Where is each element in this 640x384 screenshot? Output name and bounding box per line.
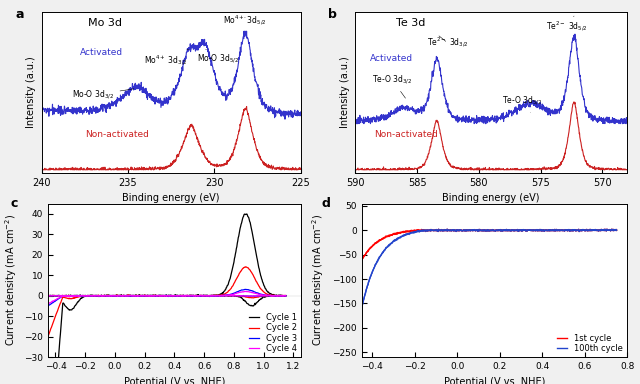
X-axis label: Potential (V vs. NHE): Potential (V vs. NHE) bbox=[124, 377, 225, 384]
Cycle 4 bbox=[93, 293, 100, 298]
Text: Activated: Activated bbox=[79, 48, 123, 57]
Cycle 1 bbox=[140, 293, 148, 298]
Cycle 1 bbox=[93, 293, 100, 298]
Cycle 4 bbox=[44, 293, 52, 298]
Cycle 2 bbox=[44, 334, 52, 339]
Legend: Cycle 1, Cycle 2, Cycle 3, Cycle 4: Cycle 1, Cycle 2, Cycle 3, Cycle 4 bbox=[249, 313, 296, 353]
Cycle 1 bbox=[255, 263, 262, 268]
Cycle 2 bbox=[193, 293, 200, 298]
Line: Cycle 1: Cycle 1 bbox=[48, 214, 286, 384]
Cycle 2 bbox=[44, 293, 52, 298]
Cycle 4 bbox=[237, 290, 244, 295]
Text: Mo 3d: Mo 3d bbox=[88, 18, 122, 28]
Cycle 4 bbox=[193, 293, 200, 298]
Cycle 1 bbox=[148, 293, 156, 298]
Text: Activated: Activated bbox=[370, 54, 413, 63]
Cycle 2 bbox=[148, 294, 156, 298]
X-axis label: Binding energy (eV): Binding energy (eV) bbox=[442, 193, 540, 203]
Cycle 3 bbox=[193, 293, 200, 298]
Cycle 2 bbox=[237, 269, 244, 273]
Line: Cycle 2: Cycle 2 bbox=[48, 267, 286, 337]
Text: Mo-O 3d$_{5/2}$: Mo-O 3d$_{5/2}$ bbox=[197, 49, 239, 65]
X-axis label: Binding energy (eV): Binding energy (eV) bbox=[122, 193, 220, 203]
Text: Te$^{2-}$ 3d$_{3/2}$: Te$^{2-}$ 3d$_{3/2}$ bbox=[427, 36, 469, 50]
Line: Cycle 3: Cycle 3 bbox=[48, 290, 286, 306]
Text: Non-activated: Non-activated bbox=[374, 130, 438, 139]
Cycle 3 bbox=[44, 293, 52, 298]
Text: Mo$^{4+}$ 3d$_{5/2}$: Mo$^{4+}$ 3d$_{5/2}$ bbox=[223, 13, 266, 28]
Cycle 1 bbox=[237, 224, 244, 229]
Cycle 4 bbox=[255, 292, 262, 296]
Cycle 3 bbox=[44, 304, 52, 308]
Cycle 2 bbox=[255, 283, 262, 287]
Cycle 2 bbox=[241, 265, 249, 269]
Text: Mo$^{4+}$ 3d$_{3/2}$: Mo$^{4+}$ 3d$_{3/2}$ bbox=[144, 49, 189, 68]
Text: b: b bbox=[328, 8, 337, 21]
Cycle 3 bbox=[237, 288, 244, 293]
Y-axis label: Current density (mA cm$^{-2}$): Current density (mA cm$^{-2}$) bbox=[3, 214, 19, 346]
Line: Cycle 4: Cycle 4 bbox=[48, 291, 286, 304]
Y-axis label: Current density (mA cm$^{-2}$): Current density (mA cm$^{-2}$) bbox=[310, 214, 326, 346]
Text: Te 3d: Te 3d bbox=[396, 18, 426, 28]
Cycle 1 bbox=[193, 293, 200, 298]
Text: Te-O 3d$_{5/2}$: Te-O 3d$_{5/2}$ bbox=[502, 95, 542, 113]
Cycle 2 bbox=[93, 294, 100, 298]
Text: Te$^{2-}$ 3d$_{5/2}$: Te$^{2-}$ 3d$_{5/2}$ bbox=[546, 16, 588, 34]
Cycle 4 bbox=[44, 302, 52, 306]
Y-axis label: Intensity (a.u.): Intensity (a.u.) bbox=[26, 56, 36, 128]
X-axis label: Potential (V vs. NHE): Potential (V vs. NHE) bbox=[444, 377, 545, 384]
Text: Mo-O 3d$_{3/2}$: Mo-O 3d$_{3/2}$ bbox=[72, 89, 134, 101]
Y-axis label: Intensity (a.u.): Intensity (a.u.) bbox=[340, 56, 349, 128]
Cycle 4 bbox=[148, 293, 156, 298]
Text: a: a bbox=[15, 8, 24, 21]
Text: d: d bbox=[322, 197, 331, 210]
Cycle 3 bbox=[242, 287, 250, 292]
Cycle 3 bbox=[93, 293, 100, 298]
Cycle 2 bbox=[140, 293, 148, 298]
Text: c: c bbox=[10, 197, 17, 210]
Text: Non-activated: Non-activated bbox=[85, 130, 148, 139]
Cycle 3 bbox=[148, 293, 156, 298]
Cycle 1 bbox=[44, 293, 52, 298]
Legend: 1st cycle, 100th cycle: 1st cycle, 100th cycle bbox=[557, 334, 623, 353]
Cycle 3 bbox=[255, 291, 262, 296]
Cycle 4 bbox=[140, 293, 148, 298]
Text: Te-O 3d$_{3/2}$: Te-O 3d$_{3/2}$ bbox=[372, 74, 412, 98]
Cycle 4 bbox=[242, 289, 250, 294]
Cycle 3 bbox=[140, 294, 148, 298]
Cycle 1 bbox=[243, 212, 251, 216]
